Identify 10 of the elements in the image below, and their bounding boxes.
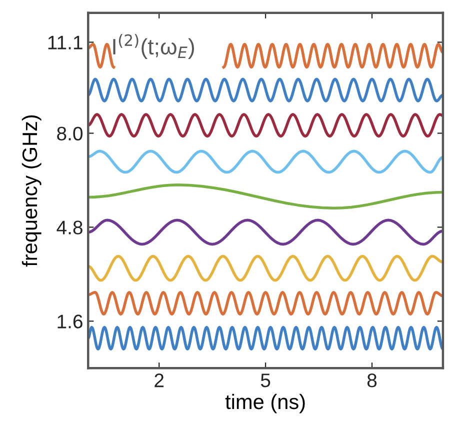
x-axis-title: time (ns) bbox=[225, 394, 305, 414]
y-tick-label: 8.0 bbox=[57, 126, 83, 140]
x-tick-label: 8 bbox=[367, 374, 377, 388]
y-tick-label: 11.1 bbox=[48, 36, 82, 50]
annotation: I$^{(2)}$(t;ω$_{E}$) bbox=[113, 34, 194, 59]
x-tick-label: 2 bbox=[154, 374, 164, 388]
x-tick-label: 5 bbox=[260, 374, 270, 388]
y-axis-title: frequency (GHz) bbox=[22, 115, 42, 267]
y-tick-label: 1.6 bbox=[58, 314, 82, 328]
y-tick-label: 4.8 bbox=[56, 220, 82, 234]
